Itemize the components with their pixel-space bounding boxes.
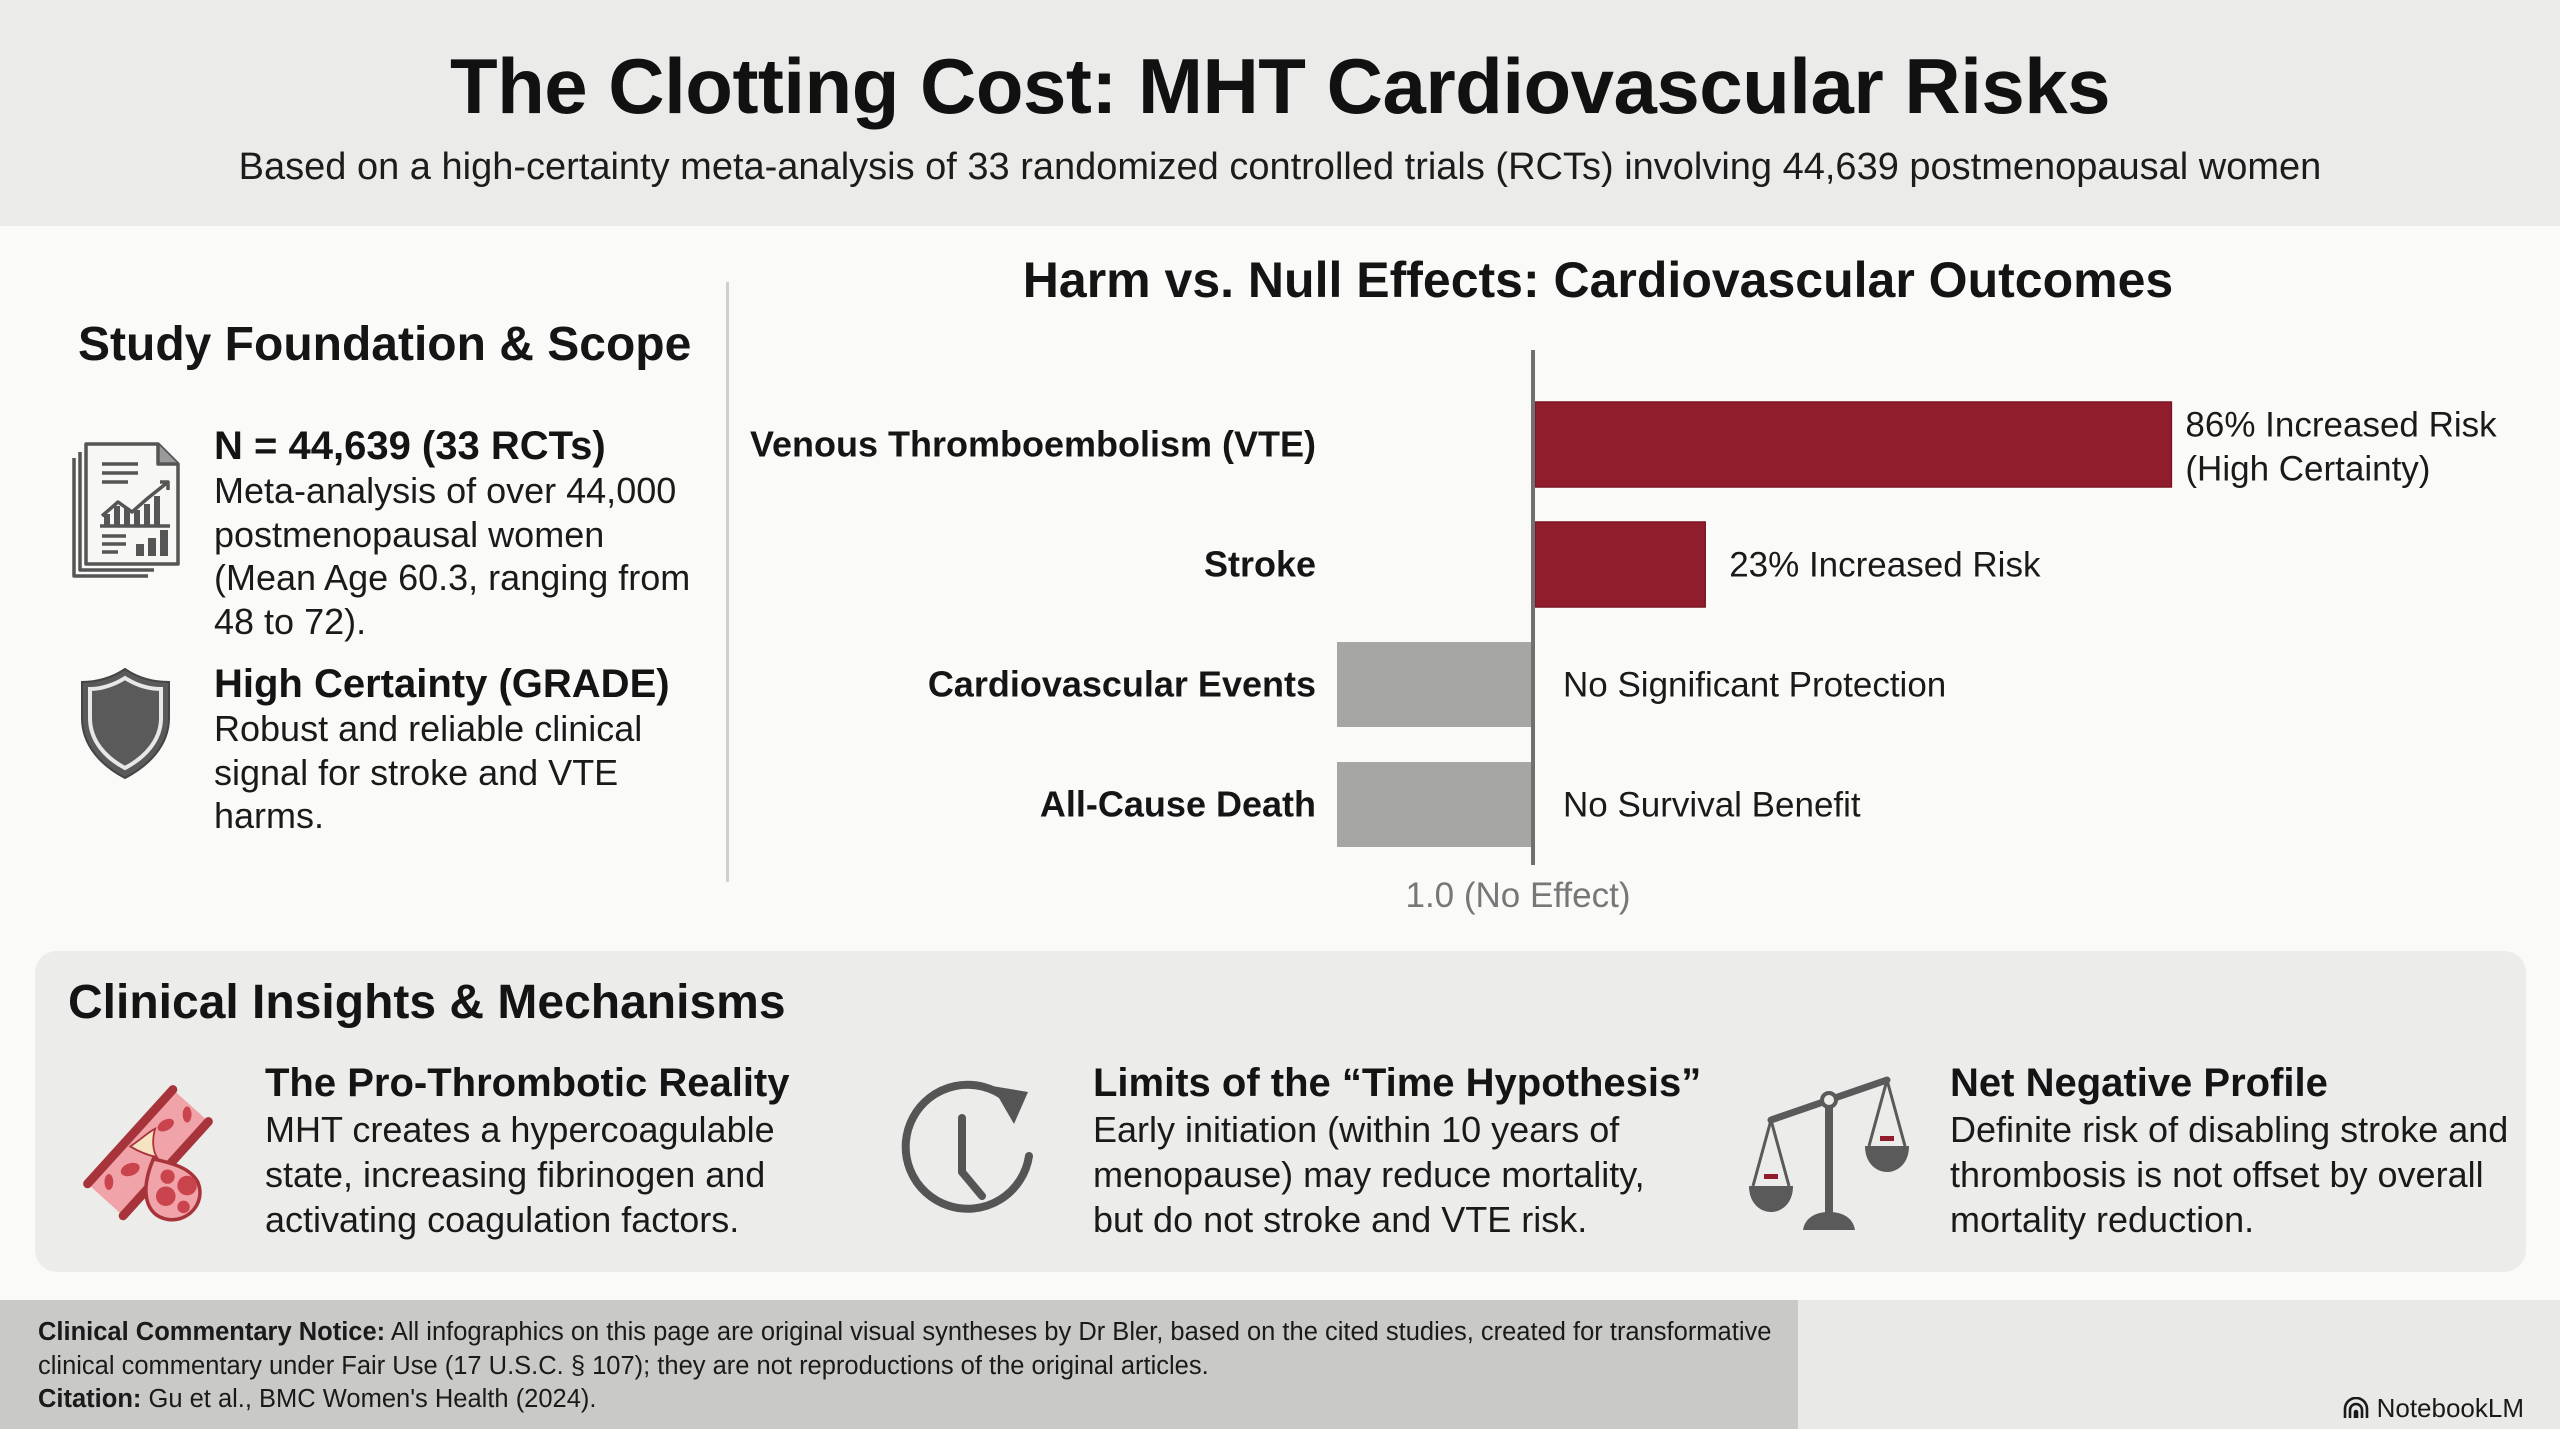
- data-label: (High Certainty): [2185, 450, 2430, 489]
- insight-body: Early initiation (within 10 years of men…: [1093, 1109, 1645, 1240]
- header-band: [0, 0, 2560, 226]
- category-label: All-Cause Death: [1040, 784, 1316, 825]
- notice-text: All infographics on this page are origin…: [38, 1318, 1772, 1380]
- brand-label: NotebookLM: [2376, 1393, 2524, 1423]
- fact-certainty: High Certainty (GRADE) Robust and reliab…: [214, 661, 714, 838]
- fact-title: N = 44,639 (33 RCTs): [214, 424, 606, 468]
- data-label: No Significant Protection: [1563, 666, 1946, 705]
- category-label: Cardiovascular Events: [928, 664, 1316, 705]
- footer-notice-box: [0, 1300, 1798, 1429]
- fact-title: High Certainty (GRADE): [214, 662, 670, 706]
- insight-title: Limits of the “Time Hypothesis”: [1093, 1061, 1702, 1105]
- bar-null: [1337, 762, 1533, 847]
- category-label: Venous Thromboembolism (VTE): [750, 424, 1316, 465]
- scope-heading: Study Foundation & Scope: [78, 318, 692, 371]
- column-divider: [726, 282, 729, 882]
- insights-panel: [35, 951, 2526, 1272]
- insight-title: Net Negative Profile: [1950, 1061, 2328, 1105]
- shield-icon: [81, 667, 170, 780]
- insight-net-negative: Net Negative Profile Definite risk of di…: [1950, 1059, 2550, 1242]
- insight-title: The Pro-Thrombotic Reality: [265, 1061, 790, 1105]
- data-label: No Survival Benefit: [1563, 786, 1861, 825]
- report-document-icon: [72, 442, 180, 578]
- page-subtitle: Based on a high-certainty meta-analysis …: [238, 146, 2322, 188]
- outcomes-bar-chart: Venous Thromboembolism (VTE) 86% Increase…: [750, 350, 2497, 915]
- notebooklm-brand: NotebookLM: [2343, 1392, 2524, 1424]
- bar-harm: [1534, 521, 1706, 608]
- insight-body: Definite risk of disabling stroke and th…: [1950, 1109, 2509, 1240]
- bar-null: [1337, 642, 1533, 727]
- notebooklm-logo-icon: [2343, 1397, 2368, 1418]
- insights-heading: Clinical Insights & Mechanisms: [68, 976, 786, 1029]
- data-label: 23% Increased Risk: [1729, 546, 2041, 585]
- notice-label: Clinical Commentary Notice:: [38, 1318, 386, 1346]
- clock-icon: [901, 1080, 1033, 1213]
- fact-body: Meta-analysis of over 44,000 postmenopau…: [214, 470, 691, 642]
- blood-vessel-clot-icon: [83, 1085, 213, 1222]
- fact-body: Robust and reliable clinical signal for …: [214, 708, 643, 836]
- insight-time-hypothesis: Limits of the “Time Hypothesis” Early in…: [1093, 1059, 1702, 1242]
- citation-text: Gu et al., BMC Women's Health (2024).: [141, 1385, 597, 1413]
- citation-label: Citation:: [38, 1385, 142, 1413]
- fact-sample-size: N = 44,639 (33 RCTs) Meta-analysis of ov…: [214, 423, 714, 643]
- insight-body: MHT creates a hypercoagulable state, inc…: [265, 1109, 775, 1240]
- insight-pro-thrombotic: The Pro-Thrombotic Reality MHT creates a…: [265, 1059, 865, 1242]
- footer-notice: Clinical Commentary Notice: All infograp…: [38, 1316, 1778, 1417]
- page-title: The Clotting Cost: MHT Cardiovascular Ri…: [449, 42, 2111, 130]
- bar-harm: [1534, 401, 2173, 488]
- reference-line-label: 1.0 (No Effect): [1405, 876, 1630, 915]
- data-label: 86% Increased Risk: [2185, 406, 2497, 445]
- chart-title: Harm vs. Null Effects: Cardiovascular Ou…: [1022, 252, 2174, 308]
- category-label: Stroke: [1204, 544, 1316, 585]
- balance-scale-icon: [1749, 1076, 1909, 1230]
- footer-strip: [1798, 1300, 2560, 1429]
